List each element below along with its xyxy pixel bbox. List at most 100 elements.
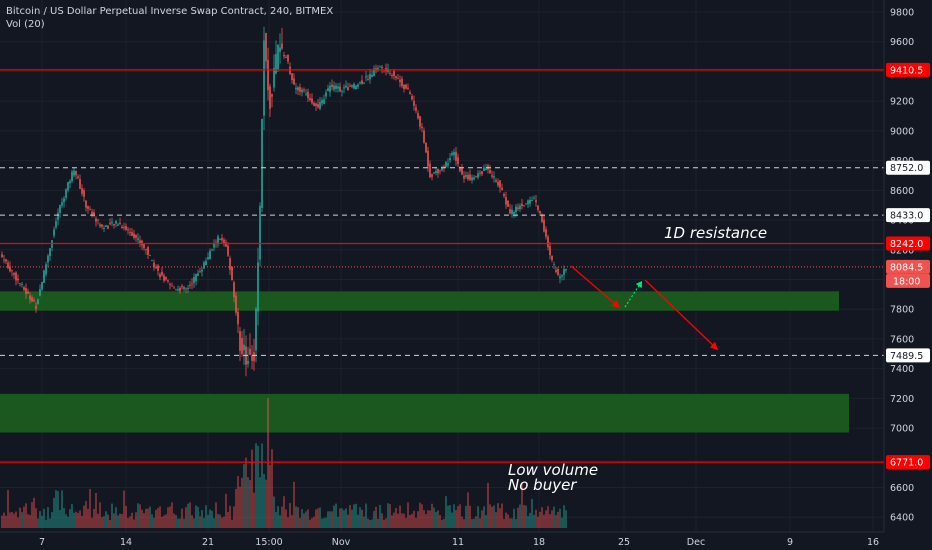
candle-body-177 [355,85,357,90]
volume-bar-191 [383,519,385,528]
candle-body-239 [479,172,481,174]
volume-bar-228 [457,506,459,528]
candle-body-232 [465,174,467,177]
y-tick-7000: 7000 [890,424,914,435]
candle-body-129 [259,205,261,260]
volume-bar-62 [125,505,127,528]
candle-body-214 [429,163,431,178]
annotation-low-volume[interactable]: Low volume [508,461,598,479]
candle-body-53 [107,225,109,229]
volume-bar-215 [431,503,433,528]
volume-bar-202 [405,517,407,528]
volume-bar-275 [551,510,553,528]
candle-body-233 [467,174,469,180]
candle-body-237 [475,175,477,177]
volume-bar-139 [279,515,281,528]
candle-body-46 [93,212,95,215]
volume-bar-16 [33,497,35,528]
volume-bar-110 [221,517,223,528]
volume-bar-266 [533,514,535,528]
annotation-no-buyer[interactable]: No buyer [508,476,577,494]
candle-body-42 [85,200,87,208]
volume-bar-61 [123,490,125,528]
volume-bar-22 [45,519,47,528]
candle-body-104 [209,250,211,260]
volume-bar-83 [167,507,169,528]
volume-bar-112 [225,493,227,528]
candle-body-281 [563,269,565,275]
candle-body-228 [457,157,459,165]
level-tag-8752.0: 8752.0 [890,163,923,174]
candle-body-277 [555,269,557,272]
candle-body-280 [561,275,563,277]
arrow-down-2[interactable] [644,279,719,351]
candle-body-246 [493,176,495,178]
level-tag-bg-6771.0 [886,455,930,470]
volume-bar-35 [71,503,73,528]
candle-body-12 [25,288,27,294]
level-tag-6771.0: 6771.0 [890,458,923,469]
volume-bar-113 [227,511,229,528]
candle-body-238 [477,173,479,178]
volume-bar-44 [89,488,91,528]
candle-body-79 [159,274,161,278]
candle-body-113 [227,245,229,256]
candle-body-188 [377,67,379,71]
volume-bar-89 [179,518,181,528]
candle-body-125 [251,355,253,361]
volume-bar-234 [469,505,471,528]
candle-body-182 [365,76,367,78]
volume-bar-5 [11,511,13,528]
candle-body-162 [325,92,327,97]
candle-body-28 [57,212,59,220]
candle-body-163 [327,88,329,92]
candle-body-245 [491,175,493,177]
candle-body-242 [485,168,487,171]
candle-body-148 [297,87,299,91]
volume-bar-132 [265,479,267,528]
candle-body-165 [331,84,333,87]
volume-bar-8 [17,517,19,528]
projection-arrows[interactable] [570,265,719,351]
volume-bar-67 [135,512,137,528]
candle-body-139 [279,47,281,52]
time-axis[interactable]: 7 14 21 15:00 Nov 11 18 25 Dec 9 16 [39,537,879,548]
level-tag-7489.5: 7489.5 [890,351,923,362]
candle-body-169 [339,86,341,92]
candle-body-41 [83,190,85,197]
candle-body-20 [41,282,43,290]
arrow-down-1[interactable] [570,265,621,309]
volume-bar-249 [499,508,501,528]
volume-bar-65 [131,512,133,528]
volume-bar-180 [361,509,363,528]
arrow-up-dotted[interactable] [624,280,643,308]
volume-bar-115 [231,519,233,528]
candle-body-126 [253,352,255,362]
volume-bar-243 [487,482,489,528]
volume-bar-210 [421,504,423,528]
x-tick-0: 7 [39,537,45,548]
candle-body-62 [125,226,127,230]
volume-bar-260 [521,482,523,528]
volume-bar-93 [187,503,189,528]
volume-bar-225 [451,512,453,528]
candle-body-90 [181,286,183,288]
candle-body-274 [549,246,551,256]
volume-bar-120 [241,477,243,528]
volume-bar-189 [379,504,381,528]
volume-bar-76 [153,517,155,528]
candle-body-166 [333,85,335,90]
volume-bar-155 [311,518,313,528]
candle-body-146 [293,78,295,85]
volume-bar-29 [59,510,61,528]
volume-bar-206 [413,510,415,528]
candle-body-213 [427,150,429,167]
candle-body-256 [513,212,515,214]
candle-body-150 [301,89,303,93]
candle-body-4 [9,266,11,272]
annotation-resistance[interactable]: 1D resistance [664,224,767,242]
candle-body-209 [419,116,421,127]
volume-bar-221 [443,518,445,528]
horizontal-levels[interactable] [0,69,884,463]
